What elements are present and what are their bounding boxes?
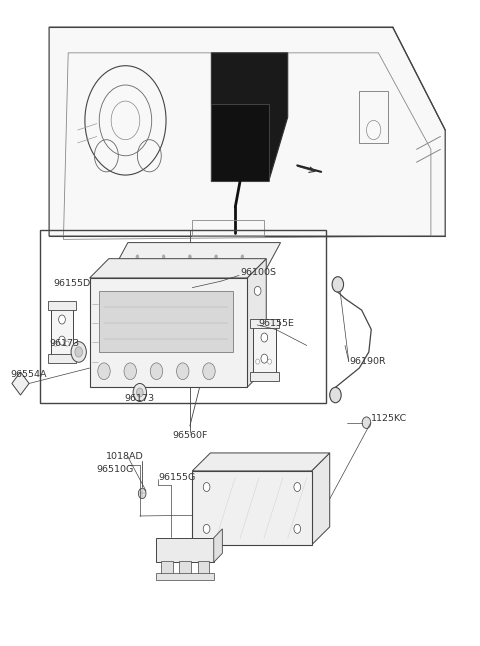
Circle shape [241,255,244,258]
Bar [250,319,279,328]
Polygon shape [312,453,330,545]
Bar [50,304,73,357]
Circle shape [98,363,110,380]
Circle shape [254,325,261,334]
Polygon shape [192,453,330,471]
Polygon shape [49,27,445,236]
Bar [90,278,247,388]
Bar [253,322,276,375]
Polygon shape [211,53,288,182]
Circle shape [254,364,261,373]
Text: 96155D: 96155D [53,278,90,287]
Circle shape [189,266,192,270]
Circle shape [133,384,146,401]
Circle shape [254,286,261,295]
Circle shape [330,388,341,402]
Text: 96190R: 96190R [350,357,386,366]
Circle shape [138,488,146,499]
Bar [198,561,209,574]
Circle shape [362,417,371,428]
Text: 96554A: 96554A [10,370,47,379]
Bar [180,561,192,574]
Bar [156,572,214,580]
Circle shape [75,347,83,357]
Circle shape [294,483,300,492]
Polygon shape [214,529,222,562]
Circle shape [162,255,165,258]
Circle shape [124,363,136,380]
Text: 1018AD: 1018AD [106,452,143,461]
Text: 96173: 96173 [49,339,79,348]
Bar [99,291,233,352]
Bar [48,301,76,310]
Bar [192,471,312,545]
Polygon shape [211,104,269,182]
Circle shape [189,255,192,258]
Circle shape [177,363,189,380]
Text: 96155G: 96155G [159,473,196,482]
Text: 96510G: 96510G [96,464,133,474]
Bar [48,354,76,363]
Circle shape [215,255,217,258]
Circle shape [136,255,139,258]
Circle shape [261,333,268,342]
Polygon shape [247,258,266,388]
Bar [156,538,214,562]
Text: 1125KC: 1125KC [371,414,408,423]
Circle shape [59,336,65,345]
Circle shape [53,341,57,346]
Circle shape [203,483,210,492]
Text: 96560F: 96560F [172,431,207,440]
Circle shape [332,276,344,292]
Polygon shape [109,243,281,278]
Circle shape [294,525,300,534]
Circle shape [136,266,139,270]
Text: 96155E: 96155E [258,319,294,328]
Bar [161,561,173,574]
Circle shape [203,363,215,380]
Circle shape [256,359,260,364]
Bar [360,92,388,143]
Circle shape [261,354,268,363]
Circle shape [215,266,217,270]
Circle shape [71,342,86,362]
Text: 96100S: 96100S [240,268,276,277]
Circle shape [241,266,244,270]
Circle shape [268,359,272,364]
Bar [192,220,264,236]
Bar [250,372,279,381]
Bar [39,230,326,403]
Circle shape [203,525,210,534]
Circle shape [162,266,165,270]
Circle shape [136,388,143,397]
Circle shape [65,341,69,346]
Circle shape [59,315,65,324]
Circle shape [150,363,163,380]
Text: 96173: 96173 [124,395,155,403]
Polygon shape [90,258,266,278]
Polygon shape [12,372,29,395]
